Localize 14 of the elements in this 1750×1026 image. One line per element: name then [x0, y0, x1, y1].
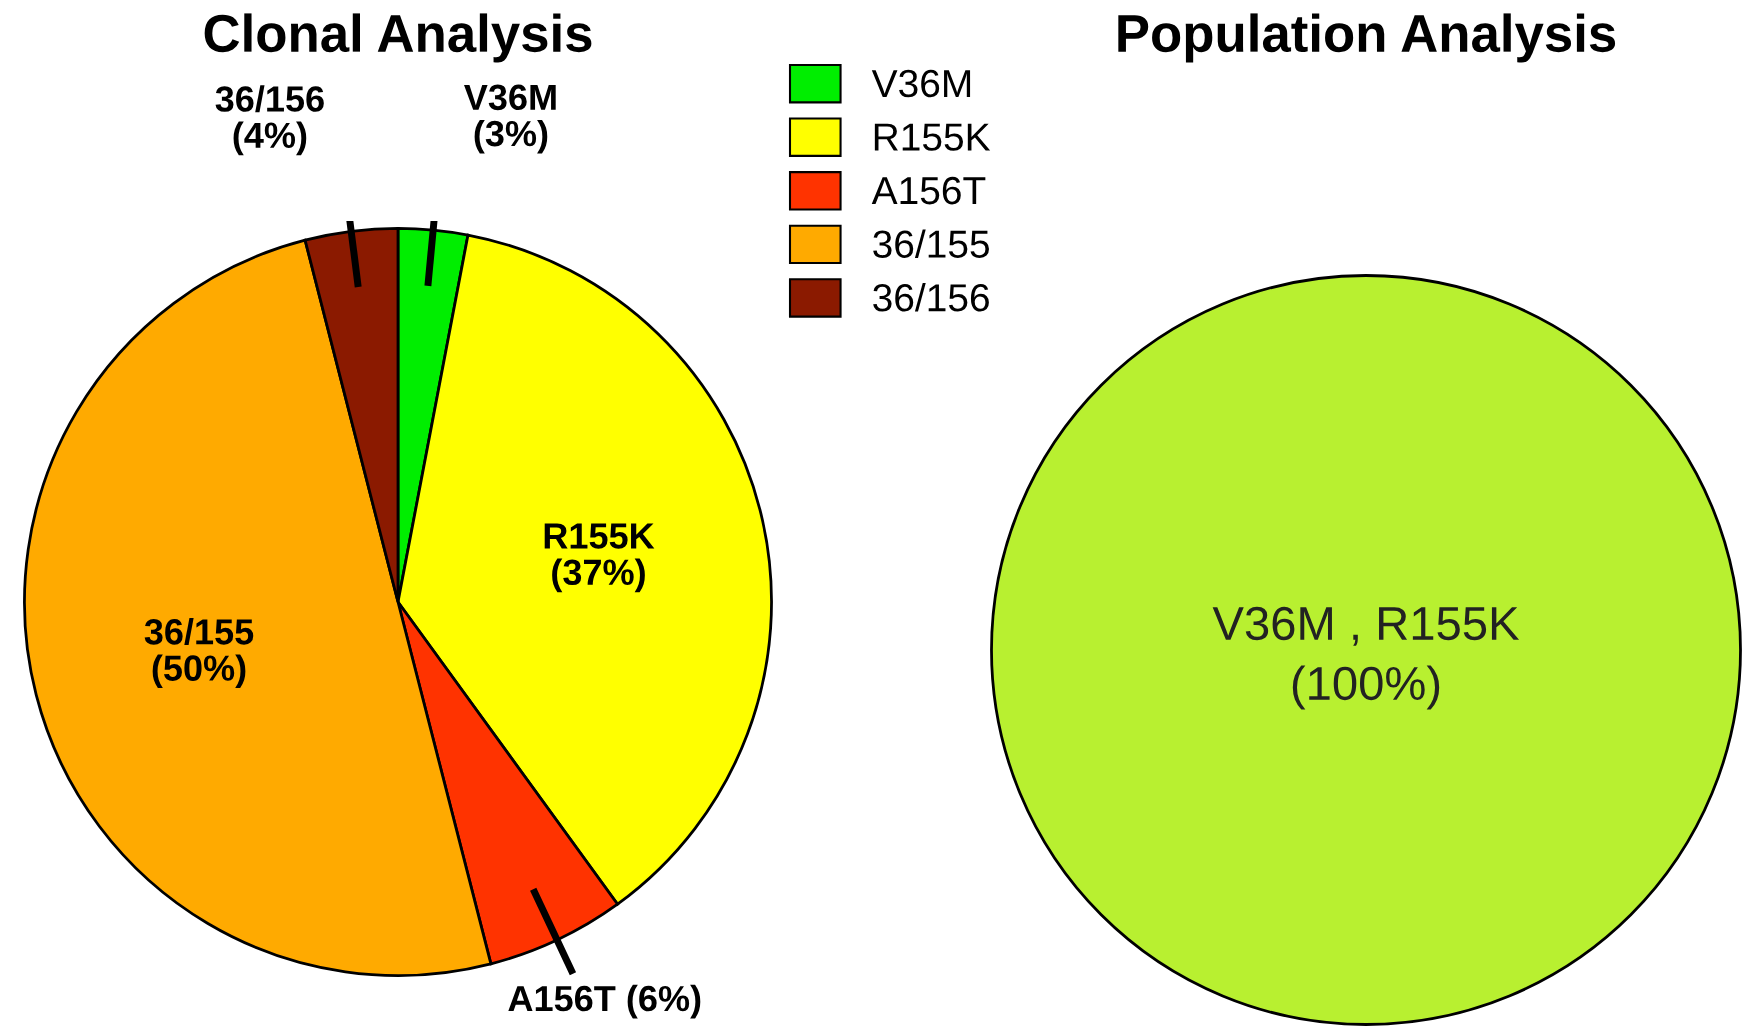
- data-label: 36/156 (4%): [215, 85, 324, 156]
- data-label: 36/155 (50%): [144, 618, 254, 689]
- legend-label: V36M: [871, 69, 971, 98]
- legend-label: 36/155: [873, 229, 989, 258]
- chart-title: Population Analysis: [1118, 13, 1616, 63]
- slice-label: V36M , R155K: [1212, 606, 1520, 646]
- data-label: A156T (6%): [508, 984, 701, 1019]
- legend-label: R155K: [874, 123, 991, 151]
- chart-title: Clonal Analysis: [204, 13, 592, 63]
- data-label: R155K (37%): [544, 523, 655, 593]
- data-label: V36M (3%): [464, 84, 556, 154]
- data-label: (100%): [1292, 665, 1440, 710]
- legend-label: A156T: [871, 176, 986, 205]
- legend-label: 36/156: [873, 282, 989, 312]
